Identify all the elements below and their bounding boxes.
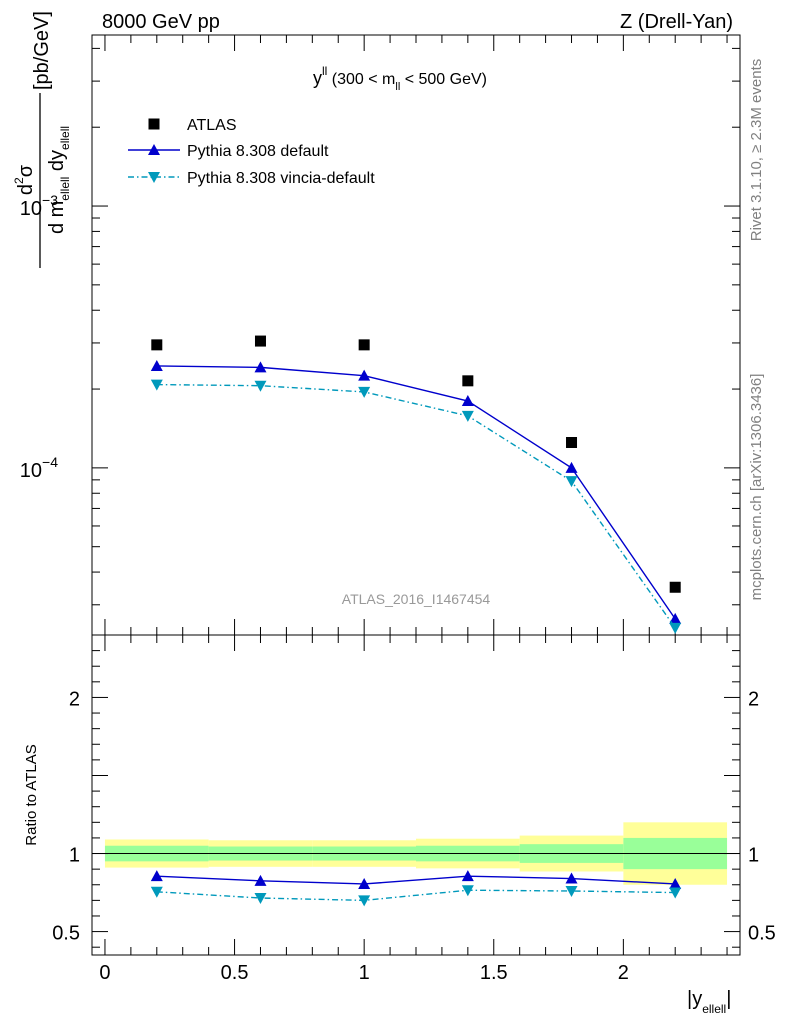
legend-marker-2 bbox=[148, 172, 160, 183]
title-sup: ll bbox=[322, 64, 327, 78]
data-series bbox=[150, 335, 682, 907]
main-pythia-8-308-vincia-default-point-2 bbox=[358, 386, 371, 398]
main-ytick-label-1: 10−4 bbox=[20, 454, 58, 482]
main-pythia-8-308-vincia-default-point-4 bbox=[565, 476, 578, 488]
xtick-label-4: 2 bbox=[618, 962, 629, 984]
ratio-ytick-label-left-2: 2 bbox=[69, 688, 80, 710]
ratio-pythia-8-308-vincia-default-point-3 bbox=[461, 885, 474, 897]
ratio-pythia-8-308-vincia-default-point-0 bbox=[150, 886, 163, 898]
ratio-panel-frame bbox=[91, 634, 741, 956]
watermark: ATLAS_2016_I1467454 bbox=[342, 591, 491, 607]
side-text-top: Rivet 3.1.10, ≥ 2.3M events bbox=[748, 59, 765, 242]
main-pythia-8-308-vincia-default-line bbox=[156, 383, 676, 629]
axis-ticks bbox=[92, 35, 740, 955]
legend-label-2: Pythia 8.308 vincia-default bbox=[187, 170, 375, 187]
main-pythia-8-308-default-point-0 bbox=[150, 359, 163, 371]
tick-labels: 10−310−40.5 0.51 12 20 0.5 1 1.5 2 bbox=[20, 192, 776, 984]
main-pythia-8-308-vincia-default-point-0 bbox=[150, 379, 163, 391]
ratio-ytick-label-right-0: 0.5 bbox=[748, 923, 776, 945]
title-end: < 500 GeV) bbox=[400, 71, 487, 88]
ratio-pythia-8-308-default-point-4 bbox=[565, 872, 578, 884]
main-pythia-8-308-vincia-default-point-1 bbox=[254, 380, 267, 392]
legend-label-1: Pythia 8.308 default bbox=[187, 143, 329, 160]
main-atlas-point-4 bbox=[566, 437, 578, 449]
main-ytick-label-base: 10 bbox=[20, 460, 42, 482]
ratio-pythia-8-308-default-point-1 bbox=[254, 874, 267, 886]
ratio-ytick-label-left-1: 1 bbox=[69, 845, 80, 867]
header-right: Z (Drell-Yan) bbox=[620, 11, 733, 33]
main-ytick-label-base: 10 bbox=[20, 198, 42, 220]
ratio-pythia-8-308-vincia-default-point-5 bbox=[669, 887, 682, 899]
ylabel-numerator: d2σ bbox=[12, 164, 37, 195]
title-mid: (300 < m bbox=[327, 71, 395, 88]
ratio-pythia-8-308-vincia-default-point-2 bbox=[358, 895, 371, 907]
ylabel-num-sigma: σ bbox=[15, 164, 37, 177]
ylabel-den-mid: dy bbox=[46, 150, 68, 177]
side-text-bottom: mcplots.cern.ch [arXiv:1306.3436] bbox=[748, 374, 765, 601]
main-pythia-8-308-default-point-2 bbox=[358, 369, 371, 381]
ratio-pythia-8-308-default-line bbox=[156, 875, 676, 885]
main-atlas-point-0 bbox=[151, 339, 163, 351]
main-pythia-8-308-default-point-3 bbox=[461, 395, 474, 407]
ratio-pythia-8-308-vincia-default-point-4 bbox=[565, 886, 578, 897]
ratio-ytick-label-right-2: 2 bbox=[748, 688, 759, 710]
xlabel-sub: ellell bbox=[702, 1002, 726, 1016]
legend-label-0: ATLAS bbox=[187, 117, 237, 134]
ratio-uncertainty-bands bbox=[92, 822, 740, 885]
ylabel-den-sub1: ellell bbox=[58, 177, 72, 201]
main-pythia-8-308-default-line bbox=[156, 365, 676, 620]
ylabel-num-sup: 2 bbox=[12, 177, 26, 184]
ratio-pythia-8-308-vincia-default-point-1 bbox=[254, 893, 267, 905]
title-base: y bbox=[313, 68, 322, 88]
main-atlas-point-1 bbox=[254, 335, 266, 347]
ratio-pythia-8-308-default-point-0 bbox=[150, 870, 163, 882]
ratio-xlabel: |yellell| bbox=[687, 988, 731, 1016]
main-atlas-point-2 bbox=[358, 339, 370, 351]
ratio-pythia-8-308-vincia-default-line bbox=[156, 889, 676, 902]
xlabel-end: | bbox=[726, 988, 731, 1010]
ylabel-den-base: d m bbox=[46, 201, 68, 234]
main-ytick-label-exp: −3 bbox=[42, 192, 58, 208]
legend-marker-0 bbox=[148, 118, 160, 130]
ylabel-denominator: d mellell dyellell bbox=[46, 126, 72, 234]
ratio-pythia-8-308-default-point-3 bbox=[461, 870, 474, 882]
main-panel-title: yll (300 < mll < 500 GeV) bbox=[313, 64, 487, 93]
legend: ATLAS Pythia 8.308 default Pythia 8.308 vi… bbox=[128, 117, 375, 187]
main-pythia-8-308-default-point-4 bbox=[565, 461, 578, 473]
ylabel-num-d: d bbox=[15, 184, 37, 195]
xlabel-base: |y bbox=[687, 988, 702, 1010]
title-sub: ll bbox=[395, 81, 400, 93]
main-ytick-label-exp: −4 bbox=[42, 454, 58, 470]
main-pythia-8-308-default-point-1 bbox=[254, 361, 267, 373]
header-left: 8000 GeV pp bbox=[102, 11, 220, 33]
annotations: 8000 GeV pp Z (Drell-Yan)yll (300 < mll <… bbox=[12, 11, 765, 1016]
xtick-label-1: 0.5 bbox=[221, 962, 249, 984]
ratio-ylabel: Ratio to ATLAS bbox=[23, 744, 40, 845]
ratio-pythia-8-308-default-point-2 bbox=[358, 877, 371, 889]
ylabel-unit: [pb/GeV] bbox=[31, 11, 53, 90]
ylabel-den-sub2: ellell bbox=[58, 126, 72, 150]
legend-marker-1 bbox=[148, 144, 160, 155]
ratio-pythia-8-308-default-point-5 bbox=[669, 877, 682, 889]
main-ytick-label-0: 10−3 bbox=[20, 192, 58, 220]
xtick-label-2: 1 bbox=[359, 962, 370, 984]
main-pythia-8-308-default-point-5 bbox=[669, 612, 682, 624]
ratio-ytick-label-right-1: 1 bbox=[748, 845, 759, 867]
ratio-ytick-label-left-0: 0.5 bbox=[52, 923, 80, 945]
main-pythia-8-308-vincia-default-point-3 bbox=[461, 410, 474, 422]
xtick-label-0: 0 bbox=[99, 962, 110, 984]
main-atlas-point-5 bbox=[669, 581, 681, 593]
main-atlas-point-3 bbox=[462, 375, 474, 387]
main-pythia-8-308-vincia-default-point-5 bbox=[669, 622, 682, 634]
xtick-label-3: 1.5 bbox=[480, 962, 508, 984]
